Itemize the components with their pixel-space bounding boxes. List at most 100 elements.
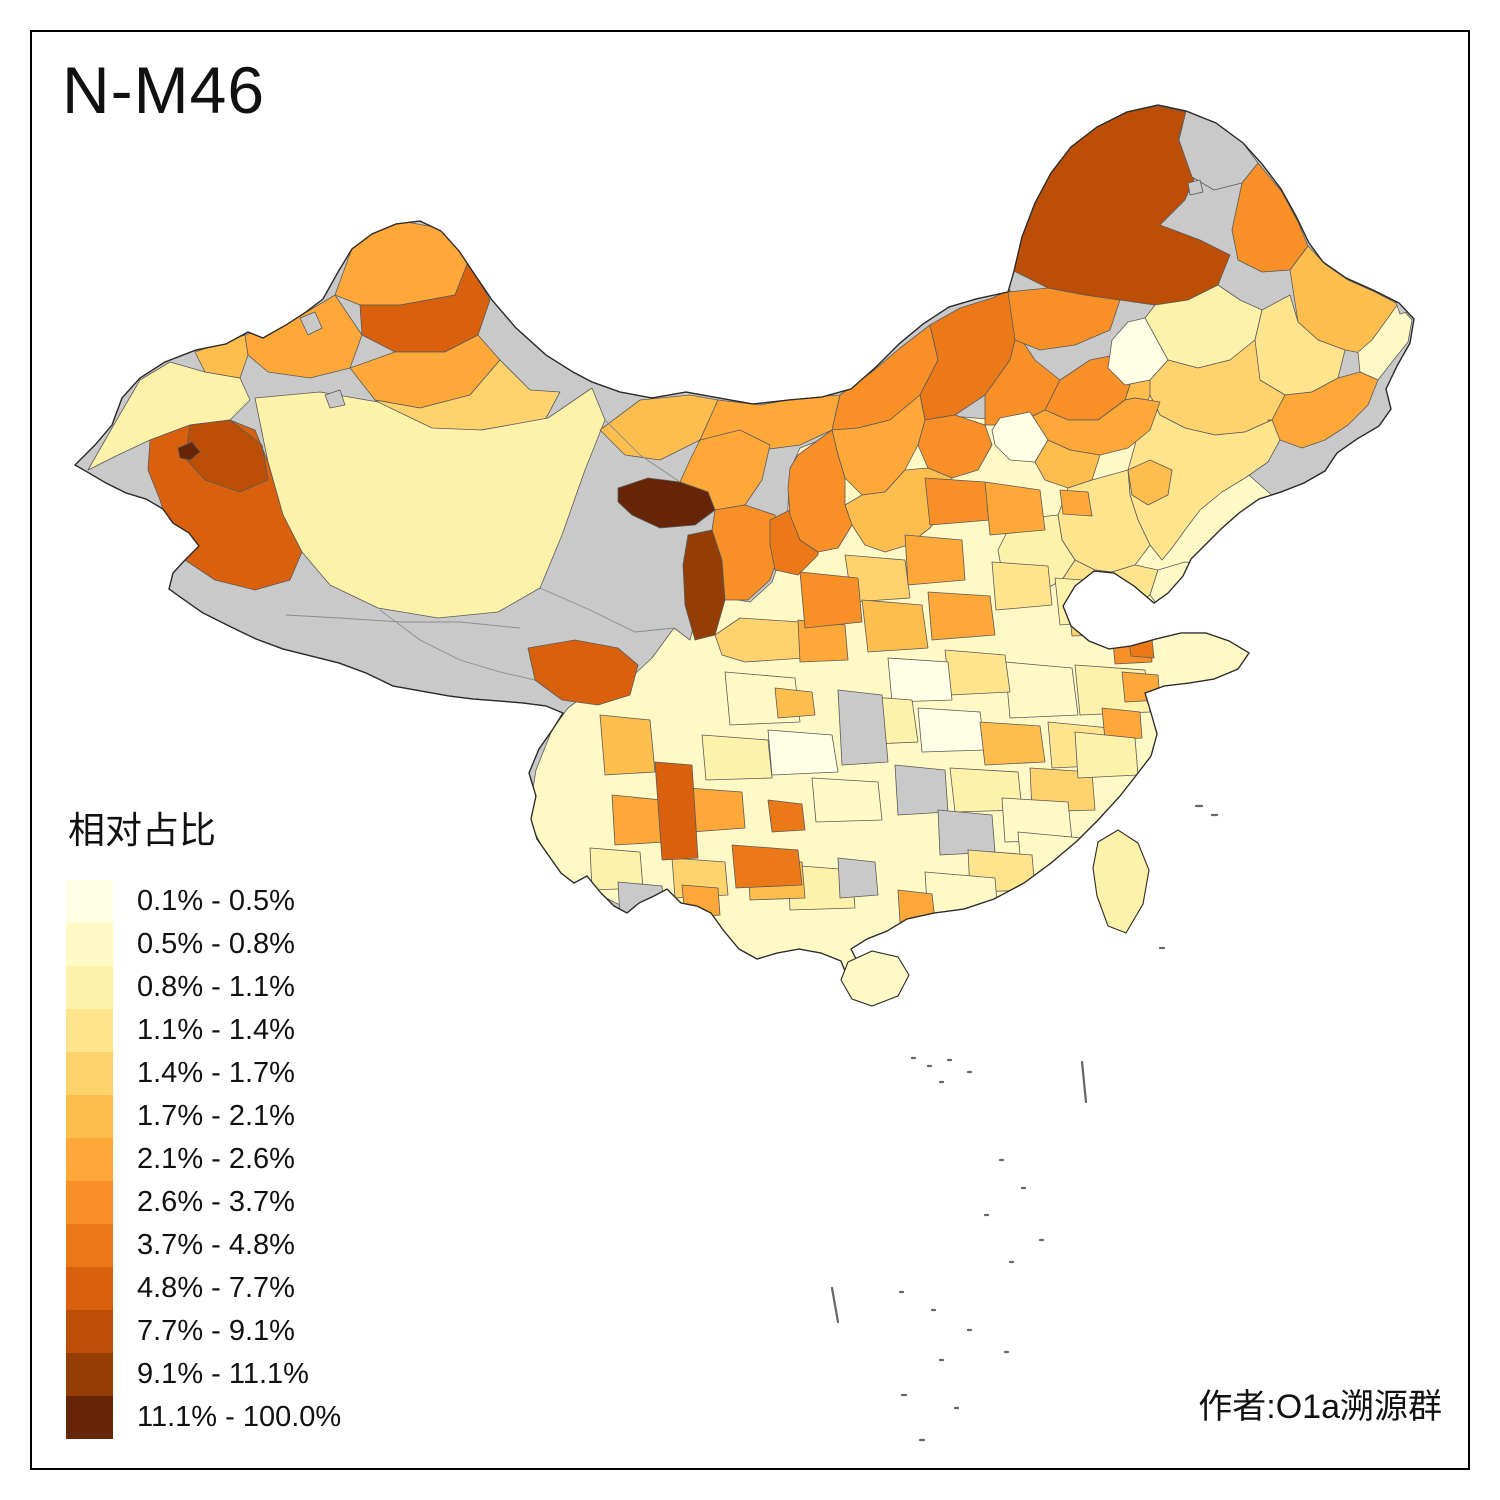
map-region	[767, 729, 839, 776]
legend-label: 3.7% - 4.8%	[137, 1229, 295, 1261]
legend-label: 0.5% - 0.8%	[137, 928, 295, 960]
map-region	[1054, 577, 1119, 626]
map-region	[894, 764, 949, 816]
map-region	[799, 571, 863, 629]
legend-label: 2.6% - 3.7%	[137, 1186, 295, 1218]
legend-item: 7.7% - 9.1%	[66, 1310, 341, 1353]
legend-swatch	[66, 1310, 113, 1353]
map-region	[1127, 635, 1155, 659]
map-region	[1187, 179, 1204, 196]
legend-item: 2.1% - 2.6%	[66, 1138, 341, 1181]
attribution: 作者:O1a溯源群	[1198, 1388, 1442, 1426]
legend-swatch	[66, 1138, 113, 1181]
map-region	[767, 799, 806, 833]
map-region	[1004, 661, 1079, 719]
map-region	[681, 884, 721, 919]
legend-item: 0.8% - 1.1%	[66, 966, 341, 1009]
map-region	[1149, 561, 1253, 613]
map-region	[991, 561, 1053, 611]
legend-label: 11.1% - 100.0%	[137, 1401, 342, 1433]
map-region	[87, 361, 251, 471]
legend-swatch	[66, 1095, 113, 1138]
map-region	[774, 687, 816, 719]
legend-item: 1.7% - 2.1%	[66, 1095, 341, 1138]
map-region	[944, 649, 1011, 696]
map-region	[1059, 489, 1093, 517]
legend-swatch	[66, 880, 113, 923]
map-region	[937, 809, 996, 856]
province-borders	[285, 419, 681, 681]
legend-swatch	[66, 1224, 113, 1267]
legend-item: 9.1% - 11.1%	[66, 1353, 341, 1396]
legend-swatch	[66, 923, 113, 966]
map-region	[984, 481, 1046, 536]
legend-label: 1.7% - 2.1%	[137, 1100, 295, 1132]
legend-item: 1.4% - 1.7%	[66, 1052, 341, 1095]
legend-label: 0.8% - 1.1%	[137, 971, 295, 1003]
legend-label: 0.1% - 0.5%	[137, 885, 295, 917]
legend-item: 4.8% - 7.7%	[66, 1267, 341, 1310]
map-region	[1127, 459, 1173, 506]
legend-swatch	[66, 1009, 113, 1052]
map-region	[654, 761, 699, 861]
south-china-sea-islands	[830, 804, 1219, 1442]
map-region	[324, 389, 346, 409]
legend-item: 3.7% - 4.8%	[66, 1224, 341, 1267]
legend-swatch	[66, 1052, 113, 1095]
legend-label: 9.1% - 11.1%	[137, 1358, 309, 1390]
legend-swatch	[66, 1353, 113, 1396]
legend-label: 1.4% - 1.7%	[137, 1057, 295, 1089]
map-region	[184, 419, 269, 493]
map-region	[299, 311, 323, 336]
legend: 相对占比 0.1% - 0.5% 0.5% - 0.8% 0.8% - 1.1%…	[66, 800, 341, 1439]
map-region	[837, 857, 879, 899]
map-region	[1074, 731, 1139, 779]
legend-swatch	[66, 966, 113, 1009]
legend-swatch	[66, 1267, 113, 1310]
hainan-island	[840, 950, 910, 1007]
map-region	[811, 777, 883, 823]
map-region	[359, 261, 491, 353]
legend-label: 1.1% - 1.4%	[137, 1014, 295, 1046]
legend-item: 0.1% - 0.5%	[66, 880, 341, 923]
legend-item: 1.1% - 1.4%	[66, 1009, 341, 1052]
map-region	[711, 504, 783, 601]
map-region	[887, 657, 953, 703]
map-region	[927, 591, 996, 641]
legend-label: 7.7% - 9.1%	[137, 1315, 295, 1347]
legend-swatch	[66, 1396, 113, 1439]
map-region	[991, 411, 1049, 463]
map-region	[1121, 671, 1161, 703]
legend-item: 0.5% - 0.8%	[66, 923, 341, 966]
map-region	[924, 477, 991, 526]
map-region	[177, 441, 201, 461]
map-region	[837, 689, 889, 766]
map-title: N-M46	[62, 53, 266, 127]
map-region	[527, 639, 639, 706]
map-region	[861, 599, 929, 653]
map-region	[1267, 371, 1379, 449]
map-region	[687, 787, 746, 833]
legend-title: 相对占比	[68, 810, 216, 851]
map-region	[617, 477, 716, 529]
plot-border	[30, 30, 1470, 1470]
map-region	[334, 219, 469, 306]
legend-label: 4.8% - 7.7%	[137, 1272, 295, 1304]
map-region	[924, 871, 999, 919]
taiwan-island	[1092, 829, 1150, 934]
map-region	[1101, 707, 1143, 741]
legend-label: 2.1% - 2.6%	[137, 1143, 295, 1175]
legend-item: 2.6% - 3.7%	[66, 1181, 341, 1224]
map-region	[731, 844, 803, 889]
map-region	[701, 734, 773, 781]
map-region	[917, 414, 993, 479]
map-region	[979, 721, 1046, 766]
map-region	[904, 534, 966, 586]
map-region	[917, 707, 986, 753]
legend-item: 11.1% - 100.0%	[66, 1396, 341, 1439]
map-region	[787, 429, 853, 553]
map-region	[599, 714, 656, 776]
legend-swatch	[66, 1181, 113, 1224]
